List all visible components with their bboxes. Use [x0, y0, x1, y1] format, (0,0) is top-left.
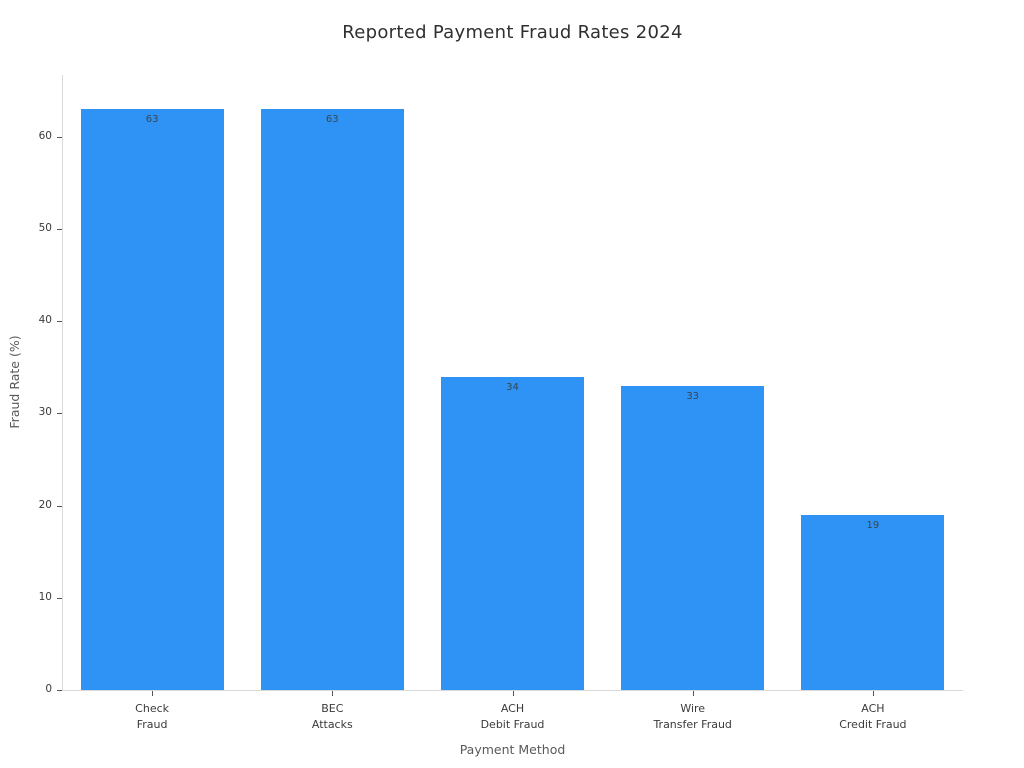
x-tick-label: ACH Debit Fraud	[428, 701, 598, 733]
x-tick-mark	[512, 691, 514, 696]
x-tick-label-line: Debit Fraud	[480, 718, 545, 731]
x-tick-mark	[692, 691, 694, 696]
bar-ach-credit-fraud: 19	[801, 514, 945, 690]
y-tick-mark	[57, 321, 62, 323]
x-tick-label-line: Wire	[680, 702, 706, 715]
y-tick-mark	[57, 505, 62, 507]
x-tick-mark	[872, 691, 874, 696]
x-tick-label-line: Fraud	[136, 718, 168, 731]
x-tick-label-line: Credit Fraud	[839, 718, 907, 731]
bar-value-label: 63	[145, 114, 159, 126]
x-tick-label-line: BEC	[321, 702, 344, 715]
x-tick-label-line: ACH	[500, 702, 525, 715]
y-axis-title-text: Fraud Rate (%)	[7, 335, 22, 429]
y-tick-label: 40	[38, 314, 52, 327]
y-tick-label: 0	[45, 683, 52, 695]
bar-wire-transfer-fraud: 33	[621, 385, 765, 690]
chart-title: Reported Payment Fraud Rates 2024	[342, 22, 683, 43]
y-tick-label: 10	[38, 590, 52, 603]
bar-bec-attacks: 63	[260, 109, 404, 690]
x-axis-spine	[62, 690, 963, 691]
x-tick-mark	[152, 691, 154, 696]
x-tick-mark	[332, 691, 334, 696]
y-tick-mark	[57, 597, 62, 599]
x-tick-label-line: Transfer Fraud	[653, 718, 732, 731]
y-axis-spine	[62, 75, 63, 690]
y-tick-label: 30	[38, 406, 52, 419]
x-tick-label-line: Attacks	[311, 718, 353, 731]
bar-value-label: 63	[325, 114, 339, 126]
x-tick-label: Wire Transfer Fraud	[608, 701, 778, 733]
y-tick-label: 60	[38, 129, 52, 142]
bar-value-label: 34	[506, 381, 519, 393]
y-tick-mark	[57, 690, 62, 691]
x-tick-label: ACH Credit Fraud	[788, 701, 958, 733]
plot-area: 0 10 20 30 40 50 60 63 Check Fraud 63 BEC Attacks 34 A…	[39, 75, 963, 731]
x-tick-label-line: Check	[135, 702, 170, 715]
x-tick-label: Check Fraud	[67, 701, 237, 733]
bar-value-label: 33	[686, 390, 700, 402]
y-tick-label: 50	[38, 221, 52, 234]
y-tick-mark	[57, 228, 62, 230]
x-axis-title: Payment Method	[459, 742, 566, 757]
bar-check-fraud: 63	[80, 109, 224, 690]
bar-value-label: 19	[866, 519, 880, 531]
bar-ach-debit-fraud: 34	[441, 376, 584, 690]
y-tick-mark	[57, 413, 62, 415]
x-tick-label-line: ACH	[861, 702, 885, 715]
y-tick-mark	[57, 136, 62, 138]
x-tick-label: BEC Attacks	[247, 701, 417, 733]
y-tick-label: 20	[38, 498, 52, 511]
